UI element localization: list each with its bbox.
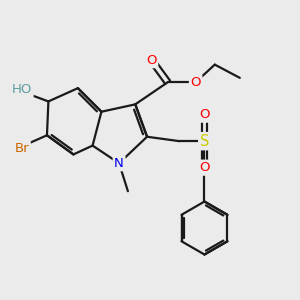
Text: Br: Br — [15, 142, 29, 155]
Text: S: S — [200, 134, 209, 149]
Text: O: O — [199, 161, 210, 174]
Text: N: N — [114, 157, 124, 170]
Text: O: O — [199, 108, 210, 121]
Text: HO: HO — [12, 83, 32, 96]
Text: O: O — [190, 76, 201, 89]
Text: O: O — [146, 54, 157, 67]
